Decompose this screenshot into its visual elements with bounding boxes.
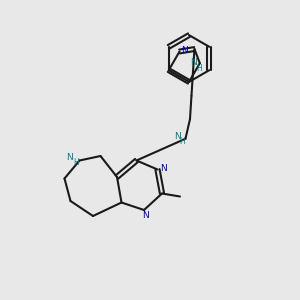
Text: N: N bbox=[67, 153, 73, 162]
Text: N: N bbox=[142, 211, 149, 220]
Text: H: H bbox=[196, 64, 202, 73]
Text: N: N bbox=[174, 132, 180, 141]
Text: H: H bbox=[180, 137, 185, 146]
Text: N: N bbox=[182, 46, 188, 56]
Text: N: N bbox=[160, 164, 167, 172]
Text: N: N bbox=[190, 58, 196, 67]
Text: H: H bbox=[74, 158, 80, 167]
